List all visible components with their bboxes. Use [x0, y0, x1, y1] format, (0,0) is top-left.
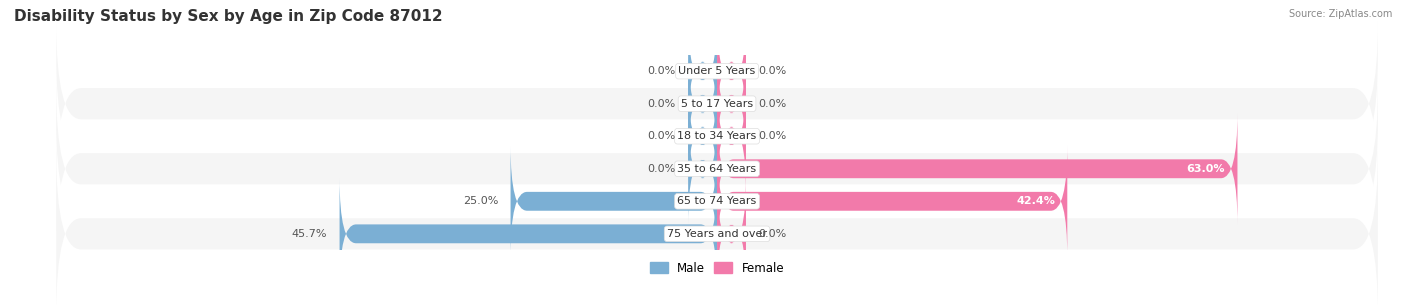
Text: 65 to 74 Years: 65 to 74 Years: [678, 196, 756, 206]
FancyBboxPatch shape: [688, 48, 717, 159]
Text: 0.0%: 0.0%: [758, 99, 786, 109]
Text: 0.0%: 0.0%: [758, 229, 786, 239]
Text: Source: ZipAtlas.com: Source: ZipAtlas.com: [1288, 9, 1392, 19]
Text: 42.4%: 42.4%: [1017, 196, 1054, 206]
Text: Under 5 Years: Under 5 Years: [679, 66, 755, 76]
Text: 0.0%: 0.0%: [758, 131, 786, 141]
Text: Disability Status by Sex by Age in Zip Code 87012: Disability Status by Sex by Age in Zip C…: [14, 9, 443, 24]
FancyBboxPatch shape: [717, 113, 1237, 224]
Text: 5 to 17 Years: 5 to 17 Years: [681, 99, 754, 109]
Text: 0.0%: 0.0%: [648, 99, 676, 109]
FancyBboxPatch shape: [510, 146, 717, 257]
FancyBboxPatch shape: [688, 16, 717, 127]
FancyBboxPatch shape: [56, 22, 1378, 186]
FancyBboxPatch shape: [717, 146, 1067, 257]
FancyBboxPatch shape: [56, 0, 1378, 153]
Text: 63.0%: 63.0%: [1187, 164, 1225, 174]
FancyBboxPatch shape: [56, 152, 1378, 305]
Text: 18 to 34 Years: 18 to 34 Years: [678, 131, 756, 141]
Text: 75 Years and over: 75 Years and over: [666, 229, 768, 239]
Text: 35 to 64 Years: 35 to 64 Years: [678, 164, 756, 174]
FancyBboxPatch shape: [56, 54, 1378, 218]
Text: 0.0%: 0.0%: [648, 164, 676, 174]
FancyBboxPatch shape: [688, 113, 717, 224]
FancyBboxPatch shape: [717, 16, 747, 127]
FancyBboxPatch shape: [717, 178, 747, 289]
Text: 0.0%: 0.0%: [648, 66, 676, 76]
Text: 0.0%: 0.0%: [648, 131, 676, 141]
Text: 25.0%: 25.0%: [463, 196, 498, 206]
FancyBboxPatch shape: [56, 119, 1378, 283]
FancyBboxPatch shape: [717, 48, 747, 159]
Text: 0.0%: 0.0%: [758, 66, 786, 76]
FancyBboxPatch shape: [56, 87, 1378, 251]
Legend: Male, Female: Male, Female: [645, 257, 789, 279]
FancyBboxPatch shape: [717, 81, 747, 192]
FancyBboxPatch shape: [688, 81, 717, 192]
Text: 45.7%: 45.7%: [291, 229, 328, 239]
FancyBboxPatch shape: [340, 178, 717, 289]
